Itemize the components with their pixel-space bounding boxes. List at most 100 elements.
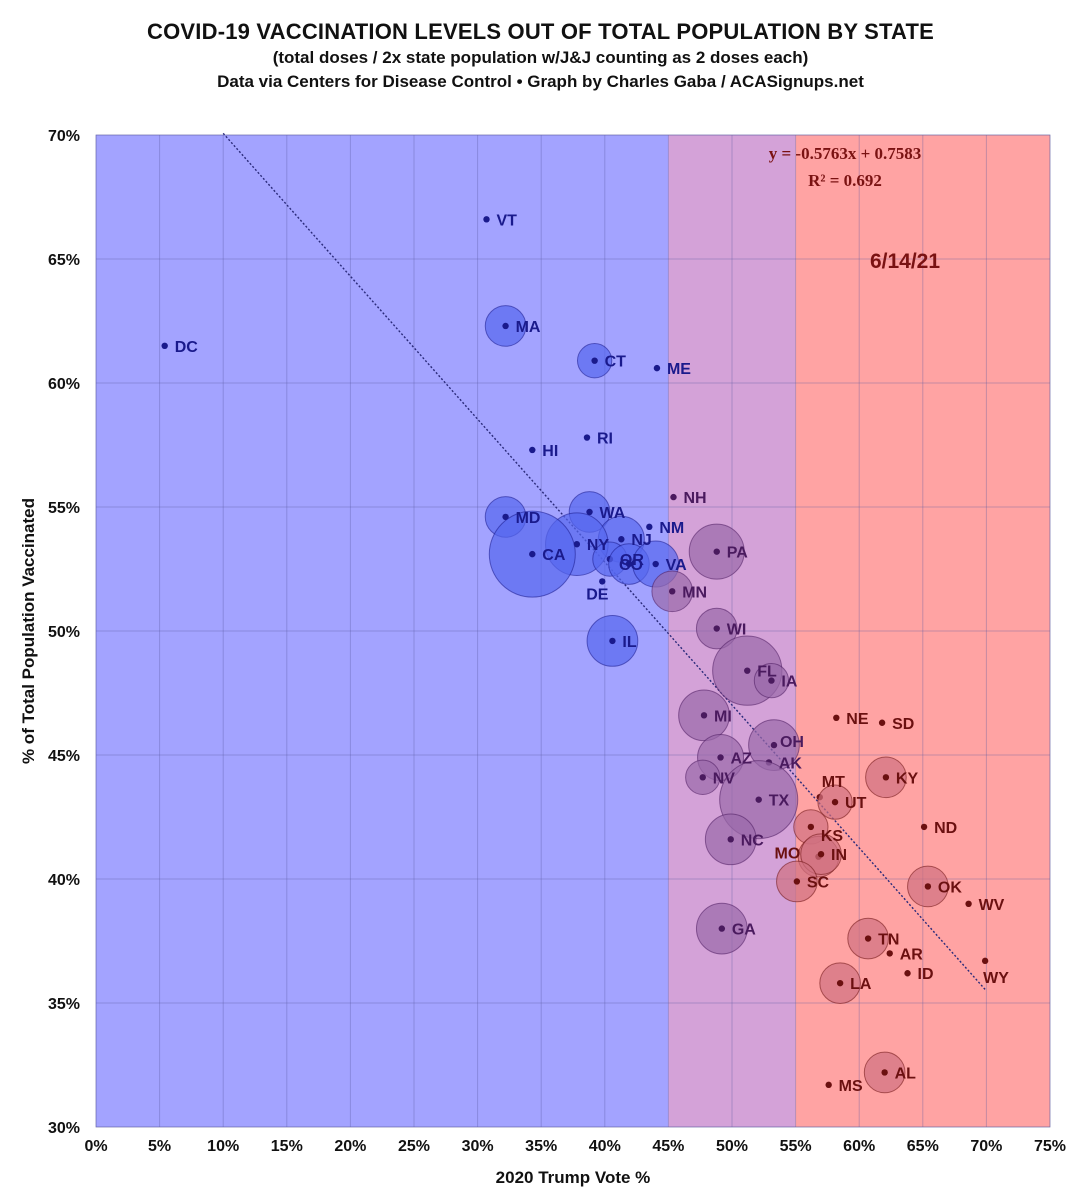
y-tick-label: 30%	[48, 1120, 80, 1137]
state-label-al: AL	[895, 1065, 917, 1082]
state-label-dc: DC	[175, 339, 199, 356]
state-label-ms: MS	[839, 1078, 863, 1095]
point-ar	[886, 950, 893, 957]
x-tick-label: 10%	[207, 1138, 239, 1155]
state-label-az: AZ	[731, 750, 753, 767]
point-sc	[793, 878, 801, 885]
x-tick-label: 5%	[148, 1138, 171, 1155]
point-fl	[744, 667, 751, 674]
state-label-hi: HI	[542, 443, 558, 460]
point-dc	[161, 342, 168, 349]
y-axis-label: % of Total Population Vaccinated	[19, 498, 38, 764]
y-tick-label: 55%	[48, 500, 80, 517]
x-tick-label: 50%	[716, 1138, 748, 1155]
state-label-wy: WY	[983, 970, 1009, 987]
state-label-me: ME	[667, 361, 691, 378]
point-co	[625, 560, 633, 568]
y-tick-label: 45%	[48, 748, 80, 765]
state-label-la: LA	[850, 976, 872, 993]
state-label-il: IL	[622, 634, 636, 651]
point-nv	[699, 774, 706, 781]
state-label-oh: OH	[780, 734, 804, 751]
point-ut	[831, 798, 839, 806]
x-tick-label: 0%	[84, 1138, 107, 1155]
bubble-layer	[161, 216, 989, 1094]
point-ga	[718, 925, 726, 932]
x-tick-label: 30%	[462, 1138, 494, 1155]
state-label-nm: NM	[659, 520, 684, 537]
state-label-pa: PA	[727, 545, 748, 562]
point-ia	[768, 677, 775, 684]
point-ok	[924, 883, 932, 890]
state-label-ia: IA	[781, 674, 797, 691]
x-tick-label: 55%	[780, 1138, 812, 1155]
point-tx	[755, 796, 762, 803]
state-label-ky: KY	[896, 770, 919, 787]
x-tick-label: 35%	[525, 1138, 557, 1155]
trend-equation: y = -0.5763x + 0.7583	[769, 144, 922, 163]
state-label-or: OR	[620, 552, 644, 569]
point-nc	[727, 836, 734, 843]
state-label-nh: NH	[683, 490, 706, 507]
state-label-mt: MT	[822, 774, 845, 791]
state-label-ak: AK	[779, 755, 803, 772]
point-ca	[529, 550, 536, 558]
state-label-va: VA	[666, 557, 687, 574]
band-2	[795, 135, 1050, 1127]
point-sd	[878, 719, 886, 726]
state-label-co: CO	[619, 557, 643, 574]
point-il	[609, 637, 616, 645]
state-label-fl: FL	[757, 664, 777, 681]
chart-title: COVID-19 VACCINATION LEVELS OUT OF TOTAL…	[147, 19, 934, 44]
point-de	[599, 578, 606, 585]
point-nm	[646, 523, 653, 531]
state-label-nv: NV	[713, 770, 736, 787]
point-ky	[882, 774, 890, 781]
point-me	[653, 364, 661, 372]
state-label-mi: MI	[714, 708, 732, 725]
chart-subtitle: (total doses / 2x state population w/J&J…	[272, 48, 809, 67]
state-label-nd: ND	[934, 820, 957, 837]
y-tick-label: 70%	[48, 128, 80, 145]
x-tick-label: 45%	[652, 1138, 684, 1155]
state-label-de: DE	[586, 586, 609, 603]
x-axis-label: 2020 Trump Vote %	[496, 1168, 651, 1187]
x-tick-label: 40%	[589, 1138, 621, 1155]
state-label-nj: NJ	[631, 532, 651, 549]
x-tick-label: 70%	[970, 1138, 1002, 1155]
y-tick-label: 50%	[48, 624, 80, 641]
point-nd	[920, 823, 928, 831]
point-mn	[669, 588, 676, 595]
state-label-vt: VT	[497, 212, 518, 229]
point-la	[836, 979, 844, 987]
point-pa	[713, 548, 720, 555]
state-label-wv: WV	[979, 897, 1005, 914]
date-annotation: 6/14/21	[870, 250, 940, 273]
point-ct	[591, 357, 598, 364]
state-label-wi: WI	[727, 622, 747, 639]
state-label-nc: NC	[741, 832, 765, 849]
grid-lines	[95, 134, 1051, 1128]
point-nj	[618, 536, 625, 543]
point-wa	[586, 508, 593, 516]
chart-header: COVID-19 VACCINATION LEVELS OUT OF TOTAL…	[0, 18, 1081, 94]
point-oh	[770, 741, 778, 749]
state-label-tn: TN	[878, 932, 899, 949]
state-label-ga: GA	[732, 922, 756, 939]
state-label-ma: MA	[516, 319, 541, 336]
state-label-ca: CA	[542, 547, 566, 564]
point-vt	[483, 216, 490, 223]
point-wi	[713, 625, 720, 632]
point-wy	[981, 957, 989, 965]
state-label-wa: WA	[600, 505, 626, 522]
state-label-mn: MN	[682, 584, 707, 601]
state-label-ct: CT	[605, 354, 627, 371]
point-nh	[670, 493, 677, 501]
state-label-id: ID	[918, 966, 934, 983]
state-label-in: IN	[831, 847, 847, 864]
state-label-ri: RI	[597, 431, 613, 448]
r-squared: R² = 0.692	[808, 171, 882, 190]
point-ms	[825, 1081, 832, 1089]
band-0	[96, 135, 669, 1127]
